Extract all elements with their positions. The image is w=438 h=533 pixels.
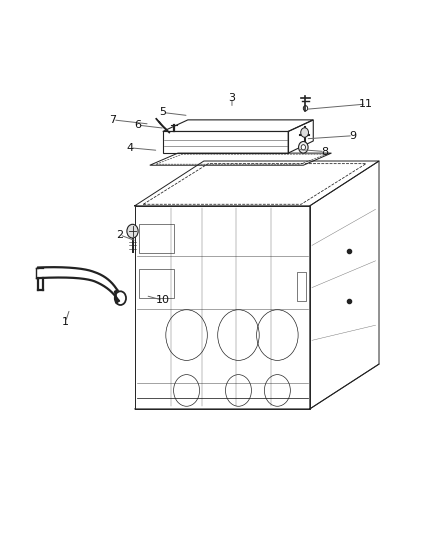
Circle shape (301, 128, 308, 138)
Text: 10: 10 (156, 295, 170, 305)
Text: 9: 9 (350, 131, 357, 141)
Text: 8: 8 (321, 147, 328, 157)
Bar (139, 269, 173, 298)
Circle shape (301, 144, 305, 150)
Circle shape (299, 141, 308, 153)
Text: 6: 6 (134, 120, 141, 130)
Text: 5: 5 (159, 108, 166, 117)
Text: 2: 2 (116, 230, 123, 240)
Bar (297, 272, 306, 301)
Text: 3: 3 (229, 93, 236, 103)
Text: 7: 7 (110, 115, 117, 125)
Text: 1: 1 (62, 317, 69, 327)
Text: 11: 11 (359, 99, 373, 109)
Text: 4: 4 (127, 143, 134, 153)
Circle shape (127, 224, 138, 238)
Bar (139, 224, 173, 253)
